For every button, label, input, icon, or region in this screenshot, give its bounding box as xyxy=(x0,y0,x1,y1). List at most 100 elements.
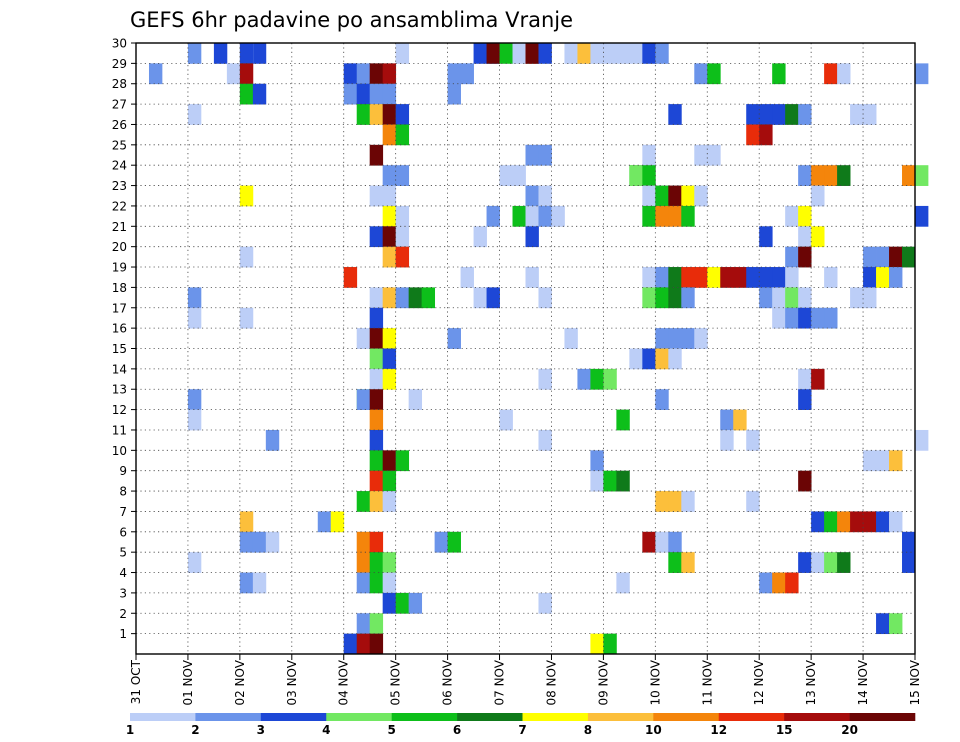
heatmap-cell xyxy=(369,307,384,329)
x-tick-label: 07 NOV xyxy=(493,659,507,705)
heatmap-cell xyxy=(187,389,202,410)
colorbar-segment xyxy=(522,713,589,721)
y-tick-label: 1 xyxy=(119,627,127,641)
heatmap-cell xyxy=(369,470,384,492)
heatmap-cell xyxy=(655,389,669,410)
grid-layer xyxy=(136,43,915,654)
heatmap-cell xyxy=(798,368,812,390)
heatmap-cell xyxy=(798,307,812,329)
colorbar-label: 15 xyxy=(776,723,793,737)
heatmap-cell xyxy=(538,592,552,614)
colorbar-segment xyxy=(653,713,720,721)
heatmap-cell xyxy=(577,368,591,390)
y-tick-label: 13 xyxy=(112,383,127,397)
heatmap-cell xyxy=(603,43,617,64)
heatmap-cell xyxy=(902,165,916,186)
heatmap-cell xyxy=(369,287,384,309)
heatmap-cell xyxy=(915,205,929,227)
heatmap-cell xyxy=(447,63,461,85)
heatmap-cell xyxy=(850,287,864,309)
heatmap-cell xyxy=(824,267,838,288)
heatmap-cell xyxy=(798,552,812,573)
heatmap-cell xyxy=(642,165,656,186)
heatmap-cell xyxy=(785,104,799,125)
heatmap-cell xyxy=(837,165,851,186)
heatmap-cell xyxy=(590,368,604,390)
heatmap-cell xyxy=(408,389,423,410)
heatmap-cell xyxy=(616,409,630,431)
heatmap-cell xyxy=(694,267,708,288)
colorbar-label: 6 xyxy=(453,723,461,737)
heatmap-cell xyxy=(824,552,838,573)
heatmap-cell xyxy=(356,531,371,553)
heatmap-cell xyxy=(538,43,552,64)
heatmap-cell xyxy=(759,267,773,288)
heatmap-cell xyxy=(213,43,228,64)
heatmap-cell xyxy=(629,165,643,186)
heatmap-cell xyxy=(889,450,903,472)
heatmap-cell xyxy=(603,633,617,655)
heatmap-cell xyxy=(863,267,877,288)
x-tick-label: 03 NOV xyxy=(285,659,299,705)
heatmap-cell xyxy=(369,63,384,85)
heatmap-cell xyxy=(356,328,371,349)
heatmap-cell xyxy=(187,104,202,125)
heatmap-cell xyxy=(421,287,436,309)
heatmap-cell xyxy=(902,552,916,573)
heatmap-cell xyxy=(707,63,721,85)
heatmap-cell xyxy=(759,572,773,594)
heatmap-cell xyxy=(525,185,539,207)
heatmap-cell xyxy=(369,633,384,655)
heatmap-cell xyxy=(564,328,578,349)
heatmap-cell xyxy=(512,165,526,186)
heatmap-cell xyxy=(655,267,669,288)
heatmap-cell xyxy=(642,348,656,370)
heatmap-cell xyxy=(629,43,643,64)
y-tick-label: 28 xyxy=(112,77,127,91)
heatmap-cell xyxy=(369,491,384,512)
heatmap-cell xyxy=(668,104,682,125)
heatmap-cell xyxy=(512,205,526,227)
heatmap-cell xyxy=(460,63,474,85)
heatmap-cell xyxy=(382,450,397,472)
heatmap-cell xyxy=(915,63,929,85)
heatmap-cell xyxy=(382,368,397,390)
x-tick-label: 02 NOV xyxy=(233,659,247,705)
heatmap-cell xyxy=(655,491,669,512)
heatmap-cell xyxy=(759,287,773,309)
heatmap-cell xyxy=(642,43,656,64)
heatmap-cell xyxy=(343,63,358,85)
heatmap-cell xyxy=(538,185,552,207)
heatmap-cell xyxy=(395,246,410,268)
heatmap-cell xyxy=(681,267,695,288)
heatmap-cell xyxy=(382,226,397,248)
heatmap-cell xyxy=(824,165,838,186)
heatmap-cell xyxy=(369,572,384,594)
heatmap-cell xyxy=(785,246,799,268)
heatmap-cell xyxy=(668,185,682,207)
x-tick-label: 11 NOV xyxy=(700,659,714,705)
heatmap-cell xyxy=(655,348,669,370)
heatmap-cell xyxy=(382,165,397,186)
y-tick-label: 21 xyxy=(112,220,127,234)
colorbar: 1 2 3 4 5 6 7 8 10 12 15 20 xyxy=(126,713,916,737)
heatmap-cell xyxy=(525,267,539,288)
y-tick-label: 27 xyxy=(112,98,127,112)
heatmap-cell xyxy=(642,531,656,553)
heatmap-cell xyxy=(915,165,929,186)
heatmap-cell xyxy=(811,185,825,207)
colorbar-segment xyxy=(784,713,850,721)
heatmap-cell xyxy=(382,63,397,85)
heatmap-cell xyxy=(668,287,682,309)
heatmap-cell xyxy=(876,450,890,472)
heatmap-cell xyxy=(746,104,760,125)
heatmap-cell xyxy=(408,287,423,309)
y-tick-label: 30 xyxy=(112,37,127,51)
heatmap-cell xyxy=(473,226,487,248)
heatmap-cell xyxy=(798,226,812,248)
y-tick-label: 20 xyxy=(112,240,127,254)
heatmap-cell xyxy=(876,511,890,533)
y-tick-label: 3 xyxy=(119,586,127,600)
heatmap-cell xyxy=(525,144,539,166)
